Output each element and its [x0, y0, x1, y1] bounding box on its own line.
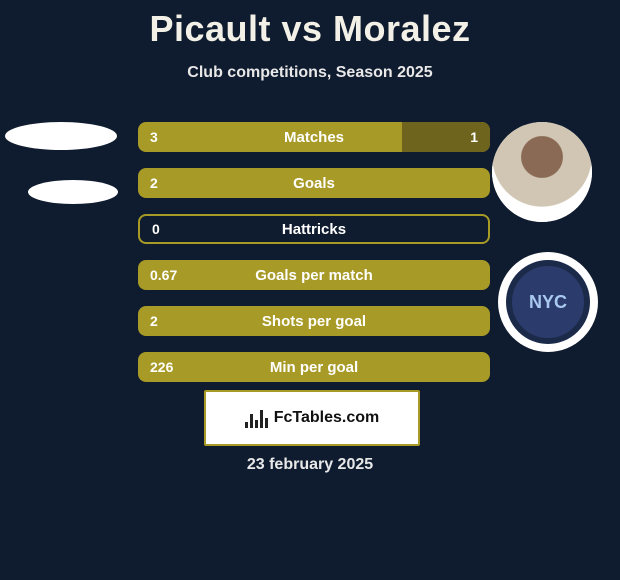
- stat-row: 2Shots per goal: [138, 306, 490, 336]
- stat-row: 0.67Goals per match: [138, 260, 490, 290]
- logo-bars-icon: [245, 408, 268, 428]
- comparison-card: Picault vs Moralez Club competitions, Se…: [0, 0, 620, 580]
- club-badge-inner: NYC: [506, 260, 590, 344]
- stat-row: 0Hattricks: [138, 214, 490, 244]
- stat-label: Matches: [138, 122, 490, 152]
- player-left-club-placeholder: [28, 180, 118, 204]
- club-badge-text: NYC: [529, 292, 567, 313]
- stats-panel: 3Matches1 2Goals 0Hattricks 0.67Goals per m…: [138, 122, 490, 398]
- player-right-club-badge: NYC: [498, 252, 598, 352]
- date-label: 23 february 2025: [0, 456, 620, 474]
- stat-label: Shots per goal: [138, 306, 490, 336]
- logo-text: FcTables.com: [274, 409, 380, 427]
- stat-row: 3Matches1: [138, 122, 490, 152]
- fctables-logo[interactable]: FcTables.com: [204, 390, 420, 446]
- stat-label: Hattricks: [140, 216, 488, 242]
- stat-value-right: 1: [470, 122, 478, 152]
- player-right-avatar: [492, 122, 592, 222]
- player-left-avatar: [5, 122, 117, 150]
- stat-row: 226Min per goal: [138, 352, 490, 382]
- stat-label: Goals: [138, 168, 490, 198]
- stat-label: Min per goal: [138, 352, 490, 382]
- stat-label: Goals per match: [138, 260, 490, 290]
- page-title: Picault vs Moralez: [0, 0, 620, 50]
- stat-row: 2Goals: [138, 168, 490, 198]
- subtitle: Club competitions, Season 2025: [0, 64, 620, 82]
